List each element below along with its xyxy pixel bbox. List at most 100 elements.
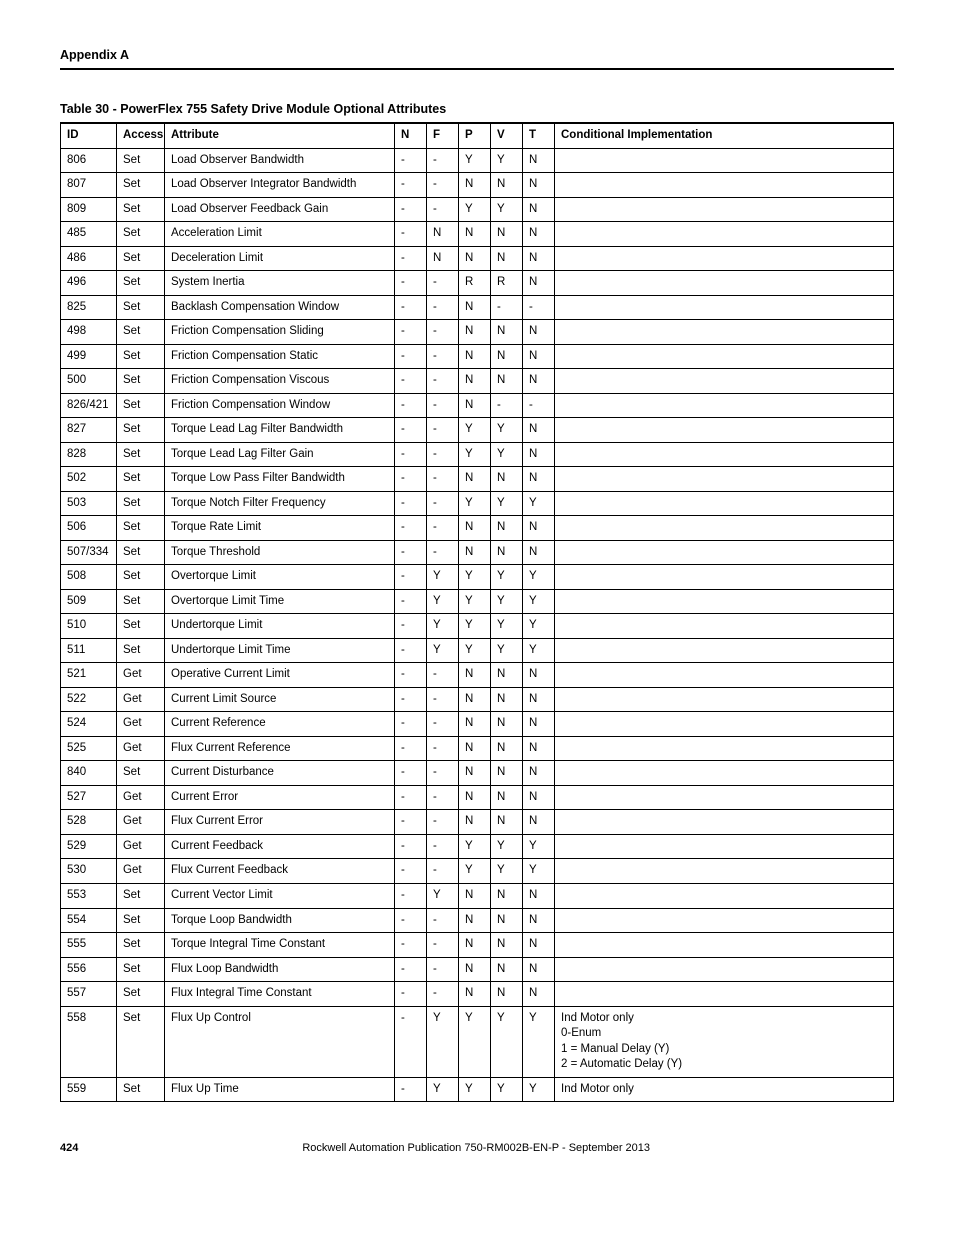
cell-n: - xyxy=(395,491,427,516)
cell-t: Y xyxy=(523,565,555,590)
col-header-t: T xyxy=(523,123,555,148)
cell-access: Set xyxy=(117,222,165,247)
cell-n: - xyxy=(395,883,427,908)
cell-f: Y xyxy=(427,638,459,663)
cell-access: Set xyxy=(117,344,165,369)
cell-t: N xyxy=(523,516,555,541)
cell-f: - xyxy=(427,687,459,712)
cell-n: - xyxy=(395,295,427,320)
cell-t: N xyxy=(523,663,555,688)
table-row: 500SetFriction Compensation Viscous--NNN xyxy=(61,369,894,394)
cell-attribute: Flux Integral Time Constant xyxy=(165,982,395,1007)
cell-f: - xyxy=(427,393,459,418)
cell-n: - xyxy=(395,859,427,884)
cell-conditional xyxy=(555,589,894,614)
cell-access: Get xyxy=(117,859,165,884)
cell-access: Set xyxy=(117,442,165,467)
cell-f: - xyxy=(427,491,459,516)
col-header-n: N xyxy=(395,123,427,148)
cell-n: - xyxy=(395,369,427,394)
cell-conditional xyxy=(555,246,894,271)
cell-v: N xyxy=(491,467,523,492)
cell-p: N xyxy=(459,810,491,835)
cell-id: 828 xyxy=(61,442,117,467)
cell-access: Get xyxy=(117,810,165,835)
table-row: 509SetOvertorque Limit Time-YYYY xyxy=(61,589,894,614)
cell-v: N xyxy=(491,785,523,810)
cell-access: Set xyxy=(117,418,165,443)
cell-id: 530 xyxy=(61,859,117,884)
table-row: 498SetFriction Compensation Sliding--NNN xyxy=(61,320,894,345)
cell-conditional xyxy=(555,442,894,467)
cell-attribute: Current Feedback xyxy=(165,834,395,859)
cell-n: - xyxy=(395,933,427,958)
table-row: 529GetCurrent Feedback--YYY xyxy=(61,834,894,859)
cell-attribute: Flux Current Error xyxy=(165,810,395,835)
cell-f: - xyxy=(427,810,459,835)
cell-f: - xyxy=(427,540,459,565)
cell-conditional xyxy=(555,982,894,1007)
cell-v: Y xyxy=(491,148,523,173)
cell-p: N xyxy=(459,883,491,908)
cell-access: Set xyxy=(117,982,165,1007)
cell-v: N xyxy=(491,761,523,786)
cell-n: - xyxy=(395,442,427,467)
table-row: 558SetFlux Up Control-YYYYInd Motor only… xyxy=(61,1006,894,1077)
cell-id: 500 xyxy=(61,369,117,394)
cell-t: N xyxy=(523,320,555,345)
cell-conditional xyxy=(555,736,894,761)
cell-attribute: Flux Up Control xyxy=(165,1006,395,1077)
cell-attribute: Torque Notch Filter Frequency xyxy=(165,491,395,516)
table-row: 528GetFlux Current Error--NNN xyxy=(61,810,894,835)
cell-v: N xyxy=(491,344,523,369)
cell-f: Y xyxy=(427,1006,459,1077)
cell-v: N xyxy=(491,222,523,247)
cell-p: N xyxy=(459,222,491,247)
cell-access: Set xyxy=(117,173,165,198)
cell-attribute: Friction Compensation Window xyxy=(165,393,395,418)
table-row: 555SetTorque Integral Time Constant--NNN xyxy=(61,933,894,958)
cell-conditional xyxy=(555,810,894,835)
cell-access: Set xyxy=(117,565,165,590)
cell-attribute: Operative Current Limit xyxy=(165,663,395,688)
cell-v: N xyxy=(491,663,523,688)
cell-n: - xyxy=(395,246,427,271)
cell-access: Set xyxy=(117,271,165,296)
cell-id: 496 xyxy=(61,271,117,296)
cell-id: 555 xyxy=(61,933,117,958)
cell-id: 503 xyxy=(61,491,117,516)
cell-n: - xyxy=(395,418,427,443)
cell-t: Y xyxy=(523,1077,555,1102)
cell-v: Y xyxy=(491,197,523,222)
cell-t: Y xyxy=(523,638,555,663)
cell-conditional xyxy=(555,491,894,516)
cell-id: 499 xyxy=(61,344,117,369)
table-row: 553SetCurrent Vector Limit-YNNN xyxy=(61,883,894,908)
cell-n: - xyxy=(395,614,427,639)
cell-attribute: Acceleration Limit xyxy=(165,222,395,247)
cell-t: N xyxy=(523,148,555,173)
cell-attribute: Friction Compensation Sliding xyxy=(165,320,395,345)
cell-access: Set xyxy=(117,957,165,982)
cell-p: R xyxy=(459,271,491,296)
cell-n: - xyxy=(395,834,427,859)
table-row: 527GetCurrent Error--NNN xyxy=(61,785,894,810)
table-row: 826/421SetFriction Compensation Window--… xyxy=(61,393,894,418)
cell-conditional xyxy=(555,222,894,247)
cell-v: Y xyxy=(491,834,523,859)
cell-v: - xyxy=(491,393,523,418)
cell-t: N xyxy=(523,908,555,933)
cell-attribute: Undertorque Limit xyxy=(165,614,395,639)
cell-id: 558 xyxy=(61,1006,117,1077)
cell-access: Set xyxy=(117,295,165,320)
cell-f: - xyxy=(427,859,459,884)
cell-conditional xyxy=(555,834,894,859)
cell-t: N xyxy=(523,418,555,443)
cell-v: N xyxy=(491,540,523,565)
table-row: 809SetLoad Observer Feedback Gain--YYN xyxy=(61,197,894,222)
cell-conditional xyxy=(555,638,894,663)
cell-conditional xyxy=(555,271,894,296)
cell-access: Get xyxy=(117,834,165,859)
cell-p: Y xyxy=(459,614,491,639)
cell-id: 825 xyxy=(61,295,117,320)
